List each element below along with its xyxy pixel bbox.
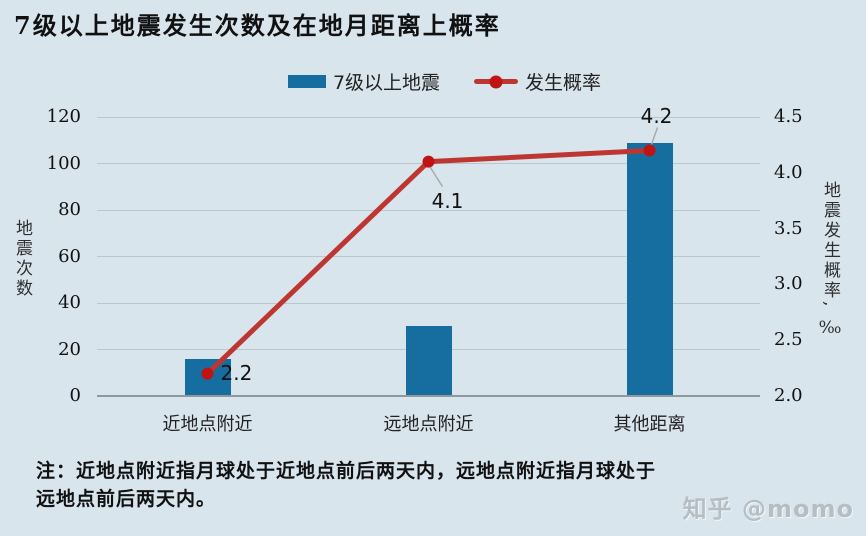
bar [405,326,452,396]
right-axis-tick-label: 2.0 [774,385,803,406]
x-axis-category-label: 远地点附近 [383,414,474,435]
left-axis-tick-label: 100 [46,152,81,174]
right-axis-tick-label: 4.5 [774,106,803,127]
legend-label-line-series: 发生概率 [525,72,602,94]
legend-item-line-series: 发生概率 [474,68,601,95]
left-axis-tick-label: 60 [58,245,81,267]
right-axis-tick-label: 4.0 [774,161,803,183]
data-label: 2.2 [220,360,253,385]
data-label: 4.1 [431,188,464,213]
right-axis-title: 地震发生概率, ‰ [820,181,840,341]
left-axis-title: 地震次数 [12,219,32,299]
right-axis-tick-label: 2.5 [774,329,803,351]
legend-label-bar-series: 7级以上地震 [332,72,441,94]
line-marker-dot-icon [489,75,503,88]
data-label-leader-line [650,127,659,145]
right-axis-tick-label: 3.5 [774,217,803,239]
gridline [97,209,760,211]
right-axis-tick-label: 3.0 [774,273,803,295]
bar [626,142,673,396]
x-axis-category-label: 近地点附近 [162,414,253,435]
gridline [97,116,760,118]
left-axis-tick-label: 80 [58,199,81,220]
watermark: 知乎 @momo [682,495,854,523]
data-label: 4.2 [640,104,673,129]
legend: 7级以上地震 发生概率 [113,68,776,95]
data-label-leader-line [429,167,444,188]
line-series-layer [201,127,659,380]
left-axis-tick-label: 40 [58,292,81,313]
chart-title: 7级以上地震发生次数及在地月距离上概率 [14,11,501,40]
left-axis-tick-label: 20 [58,338,81,360]
line-series-swatch-icon [474,75,519,88]
left-axis-tick-label: 120 [46,106,81,127]
gridline [97,302,760,304]
bar-series-swatch-icon [287,75,326,88]
probability-point-marker [643,144,656,157]
probability-point-marker [422,155,435,168]
left-axis-tick-label: 0 [69,385,81,406]
gridline [97,256,760,257]
footnote-line: 注：近地点附近指月球处于近地点前后两天内，远地点附近指月球处于 [36,460,657,482]
x-axis-line [97,394,760,397]
footnote: 注：近地点附近指月球处于近地点前后两天内，远地点附近指月球处于 远地点前后两天内… [36,457,656,513]
x-axis-category-label: 其他距离 [613,414,686,435]
probability-line [205,147,652,377]
probability-point-marker [201,367,214,380]
plot-area: 0 20 40 60 80 100 120 2.0 2.5 3.0 3.5 4.0 4.5 近地点附近 远地… [47,104,803,435]
footnote-line: 远地点前后两天内。 [36,488,217,510]
legend-item-bar-series: 7级以上地震 [287,68,441,95]
